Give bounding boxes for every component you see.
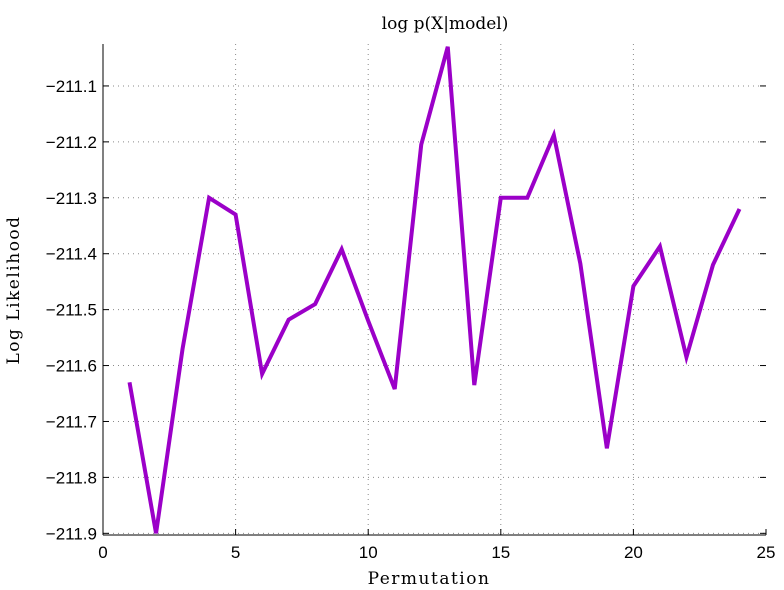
series-line [127,46,742,534]
axes [102,44,766,536]
x-tick-label: 15 [491,543,510,562]
x-tick-label: 25 [757,543,776,562]
y-tick-label: −211.9 [46,524,97,543]
y-tick-label: −211.1 [46,77,97,96]
y-tick-label: −211.8 [46,468,97,487]
y-tick-label: −211.4 [46,245,97,264]
chart-title: log p(X|model) [382,14,509,34]
y-axis-title: Log Likelihood [4,215,24,364]
y-tick-label: −211.7 [46,412,97,431]
x-tick-label: 5 [231,543,240,562]
x-tick-label: 20 [624,543,643,562]
y-tick-label: −211.2 [46,133,97,152]
x-tick-label: 0 [98,543,107,562]
x-axis-title: Permutation [368,569,491,589]
y-tick-label: −211.5 [46,301,97,320]
series [127,46,742,534]
y-tick-label: −211.3 [46,189,97,208]
y-tick-label: −211.6 [46,357,97,376]
x-tick-label: 10 [359,543,378,562]
grid [103,44,766,535]
ticks: 0 5 10 15 20 25 −211.9 −211.8 −211.7 −211.6 −211.5… [46,77,776,562]
